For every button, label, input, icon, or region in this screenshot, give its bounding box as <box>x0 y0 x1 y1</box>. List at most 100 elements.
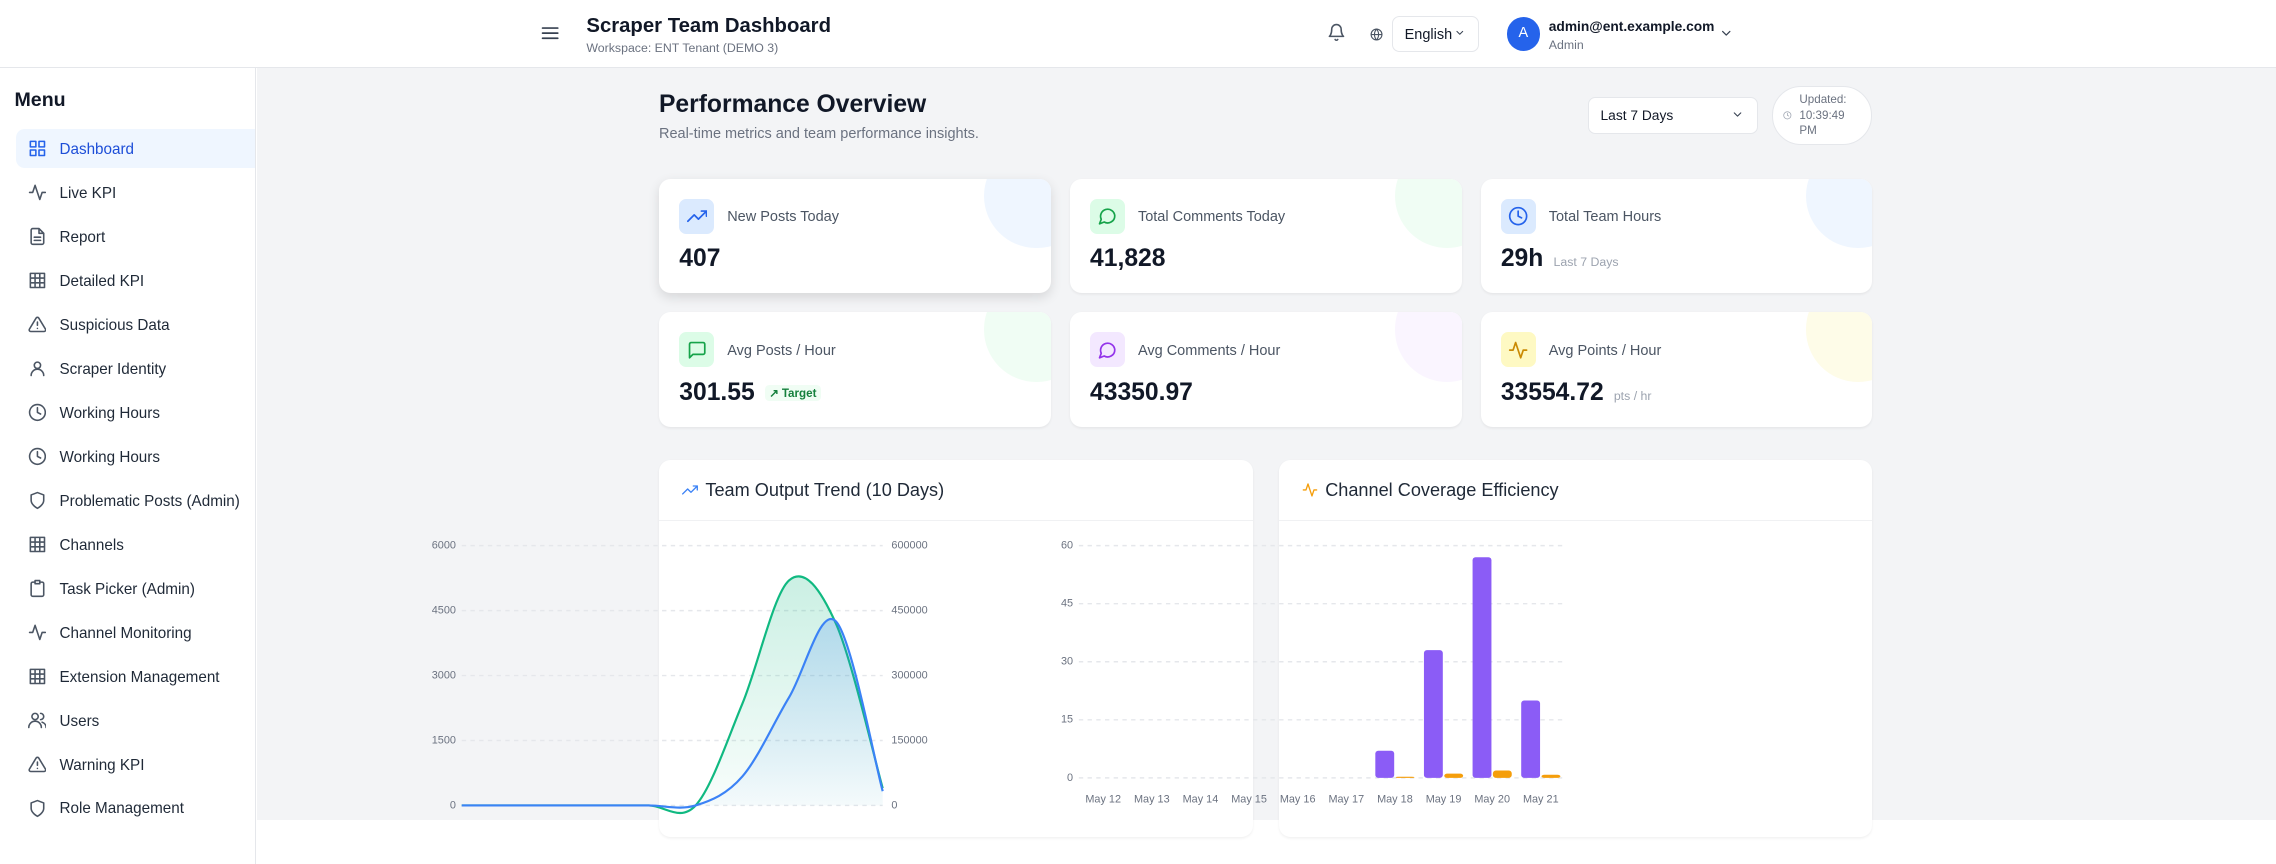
kpi-label: Avg Points / Hour <box>1548 342 1662 359</box>
divider <box>658 519 1253 522</box>
nav-item[interactable]: Live KPI <box>16 173 255 212</box>
nav-label: Live KPI <box>59 184 117 202</box>
nav-label: Problematic Posts (Admin) <box>59 492 240 510</box>
nav-icon <box>28 404 46 422</box>
icon-path <box>28 404 46 422</box>
bar <box>1541 774 1560 778</box>
kpi-label: New Posts Today <box>727 209 839 225</box>
nav-icon <box>29 799 45 818</box>
card-decoration <box>1805 178 1873 249</box>
y-tick-label: 0 <box>1067 772 1073 784</box>
y-tick-label: 4500 <box>432 605 456 617</box>
line <box>461 618 884 809</box>
user-menu-chevron[interactable] <box>1719 26 1734 41</box>
nav-item[interactable]: Scraper Identity <box>16 349 255 388</box>
nav-item[interactable]: Extension Management <box>16 657 255 696</box>
icon-path <box>28 447 46 466</box>
icon-path <box>27 712 47 729</box>
nav-item[interactable]: Dashboard <box>15 129 256 169</box>
chevron <box>1456 30 1464 35</box>
icon-path <box>29 228 45 246</box>
nav-item[interactable]: Detailed KPI <box>16 261 255 300</box>
kpi-card: New Posts Today 407 <box>658 178 1051 294</box>
nav-icon <box>27 712 47 729</box>
nav-icon <box>28 756 46 773</box>
nav-icon <box>29 361 45 377</box>
icon-path <box>29 536 45 553</box>
language-label: English <box>1404 27 1453 44</box>
icon-path <box>29 361 45 377</box>
nav-icon <box>28 447 46 466</box>
range-select[interactable]: Last 7 Days <box>1587 97 1758 134</box>
card-decoration <box>984 312 1051 382</box>
nav-label: Working Hours <box>59 404 160 422</box>
icon-path <box>29 491 45 510</box>
language-select[interactable]: English <box>1391 15 1480 53</box>
chart-title: Channel Coverage Efficiency <box>1325 480 1559 501</box>
x-tick-label: May 17 <box>1328 794 1364 806</box>
kpi-badge: ↗ Target <box>764 384 821 402</box>
y2-tick-label: 150000 <box>891 734 927 746</box>
x-tick-label: May 12 <box>1085 794 1121 806</box>
nav-item[interactable]: Users <box>16 701 255 740</box>
nav-item[interactable]: Report <box>16 217 255 256</box>
bar <box>1443 773 1463 778</box>
y-tick-label: 6000 <box>432 540 456 552</box>
nav-item[interactable]: Task Picker (Admin) <box>16 569 255 608</box>
icon-path <box>688 341 706 359</box>
nav-icon <box>28 624 46 641</box>
y-tick-label: 60 <box>1061 540 1073 552</box>
kpi-value: 301.55 <box>679 378 755 406</box>
nav-icon <box>29 579 45 598</box>
chart-title-icon <box>1302 483 1318 497</box>
kpi-icon-glyph <box>1509 206 1528 226</box>
y-tick-label: 1500 <box>432 734 456 746</box>
y2-tick-label: 0 <box>891 799 897 811</box>
nav-item[interactable]: Role Management <box>16 789 255 828</box>
icon-path <box>1302 483 1318 497</box>
kpi-label: Total Comments Today <box>1137 209 1286 225</box>
x-tick-label: May 14 <box>1182 794 1218 806</box>
kpi-value-row: 43350.97 <box>1090 379 1193 407</box>
range-label: Last 7 Days <box>1600 108 1674 124</box>
icon-path <box>29 799 45 818</box>
kpi-card: Avg Comments / Hour 43350.97 <box>1069 312 1462 427</box>
bar <box>1472 557 1492 778</box>
icon-path <box>29 140 45 157</box>
kpi-value-row: 33554.72 pts / hr <box>1501 379 1652 407</box>
nav-item[interactable]: Warning KPI <box>16 745 255 784</box>
avatar[interactable]: A <box>1506 17 1541 51</box>
nav-item[interactable]: Problematic Posts (Admin) <box>16 481 255 520</box>
y-tick-label: 0 <box>450 799 456 811</box>
x-tick-label: May 20 <box>1474 794 1510 806</box>
notifications-button[interactable] <box>1327 23 1346 42</box>
nav-label: Channel Monitoring <box>59 624 192 642</box>
nav-item[interactable]: Channel Monitoring <box>16 613 255 652</box>
nav-icon <box>29 140 45 157</box>
user-role: Admin <box>1548 37 1584 52</box>
card-decoration <box>1805 312 1873 382</box>
icon-path <box>29 272 45 289</box>
updated-label: Updated: 10:39:49 PM <box>1799 93 1847 137</box>
nav-label: Channels <box>59 536 124 554</box>
chart-title: Team Output Trend (10 Days) <box>705 480 945 501</box>
nav-icon <box>28 316 46 333</box>
icon-path <box>29 579 45 598</box>
nav-item[interactable]: Working Hours <box>16 437 255 476</box>
x-tick-label: May 21 <box>1523 794 1559 806</box>
y-tick-label: 15 <box>1061 714 1073 726</box>
nav-item[interactable]: Suspicious Data <box>16 305 255 344</box>
badge-arrow: ↗ <box>769 386 779 400</box>
nav-icon <box>29 536 45 553</box>
y2-tick-label: 450000 <box>891 605 927 617</box>
nav-label: Task Picker (Admin) <box>59 580 195 598</box>
menu-button[interactable] <box>540 23 560 43</box>
nav-item[interactable]: Working Hours <box>16 393 255 432</box>
chart: 0 1500 3000 4500 6000 0 150000 300000 450000 6000… <box>432 540 927 815</box>
clock-icon <box>1783 111 1792 120</box>
user-email: admin@ent.example.com <box>1548 18 1715 34</box>
nav-item[interactable]: Channels <box>16 525 255 564</box>
nav-label: Scraper Identity <box>59 360 167 378</box>
kpi-icon-glyph <box>688 341 706 359</box>
